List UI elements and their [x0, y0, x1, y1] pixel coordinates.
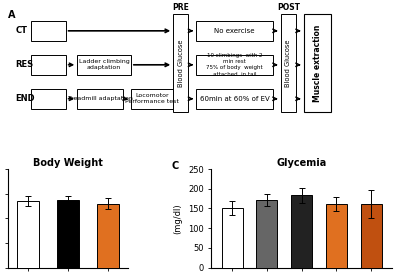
Title: Glycemia: Glycemia	[276, 158, 327, 168]
Text: 60min at 60% of EV: 60min at 60% of EV	[200, 96, 270, 102]
Text: C: C	[172, 161, 179, 171]
Text: Locomotor
Performance test: Locomotor Performance test	[125, 93, 179, 104]
Text: PRE: PRE	[172, 3, 189, 12]
Text: Blood Glucose: Blood Glucose	[285, 39, 291, 87]
FancyBboxPatch shape	[31, 89, 66, 109]
Text: CT: CT	[16, 26, 28, 35]
Bar	[326, 204, 347, 268]
Text: Blood Glucose: Blood Glucose	[178, 39, 184, 87]
Text: RES: RES	[16, 60, 34, 69]
Text: No exercise: No exercise	[214, 28, 255, 34]
FancyBboxPatch shape	[196, 55, 273, 75]
Bar	[97, 204, 120, 273]
FancyBboxPatch shape	[196, 21, 273, 41]
Bar	[57, 200, 79, 273]
Bar	[256, 200, 277, 268]
Bar	[222, 208, 242, 268]
Text: 10 climbings  with 2
min rest
75% of body  weight
attached  in tail: 10 climbings with 2 min rest 75% of body…	[206, 53, 263, 77]
Text: Muscle extraction: Muscle extraction	[313, 24, 322, 102]
FancyBboxPatch shape	[304, 14, 330, 112]
Text: A: A	[8, 10, 16, 20]
Y-axis label: (mg/dl): (mg/dl)	[173, 203, 182, 234]
FancyBboxPatch shape	[31, 55, 66, 75]
FancyBboxPatch shape	[77, 89, 123, 109]
FancyBboxPatch shape	[131, 89, 173, 109]
FancyBboxPatch shape	[196, 89, 273, 109]
FancyBboxPatch shape	[281, 14, 296, 112]
Text: Ladder climbing
adaptation: Ladder climbing adaptation	[79, 59, 129, 70]
Bar	[361, 204, 382, 268]
Title: Body Weight: Body Weight	[33, 158, 103, 168]
Text: END: END	[16, 94, 35, 103]
FancyBboxPatch shape	[31, 21, 66, 41]
Bar	[291, 195, 312, 268]
Text: Treadmill adaptation: Treadmill adaptation	[68, 96, 132, 101]
Text: POST: POST	[277, 3, 300, 12]
Bar	[17, 201, 39, 273]
FancyBboxPatch shape	[173, 14, 188, 112]
FancyBboxPatch shape	[77, 55, 131, 75]
